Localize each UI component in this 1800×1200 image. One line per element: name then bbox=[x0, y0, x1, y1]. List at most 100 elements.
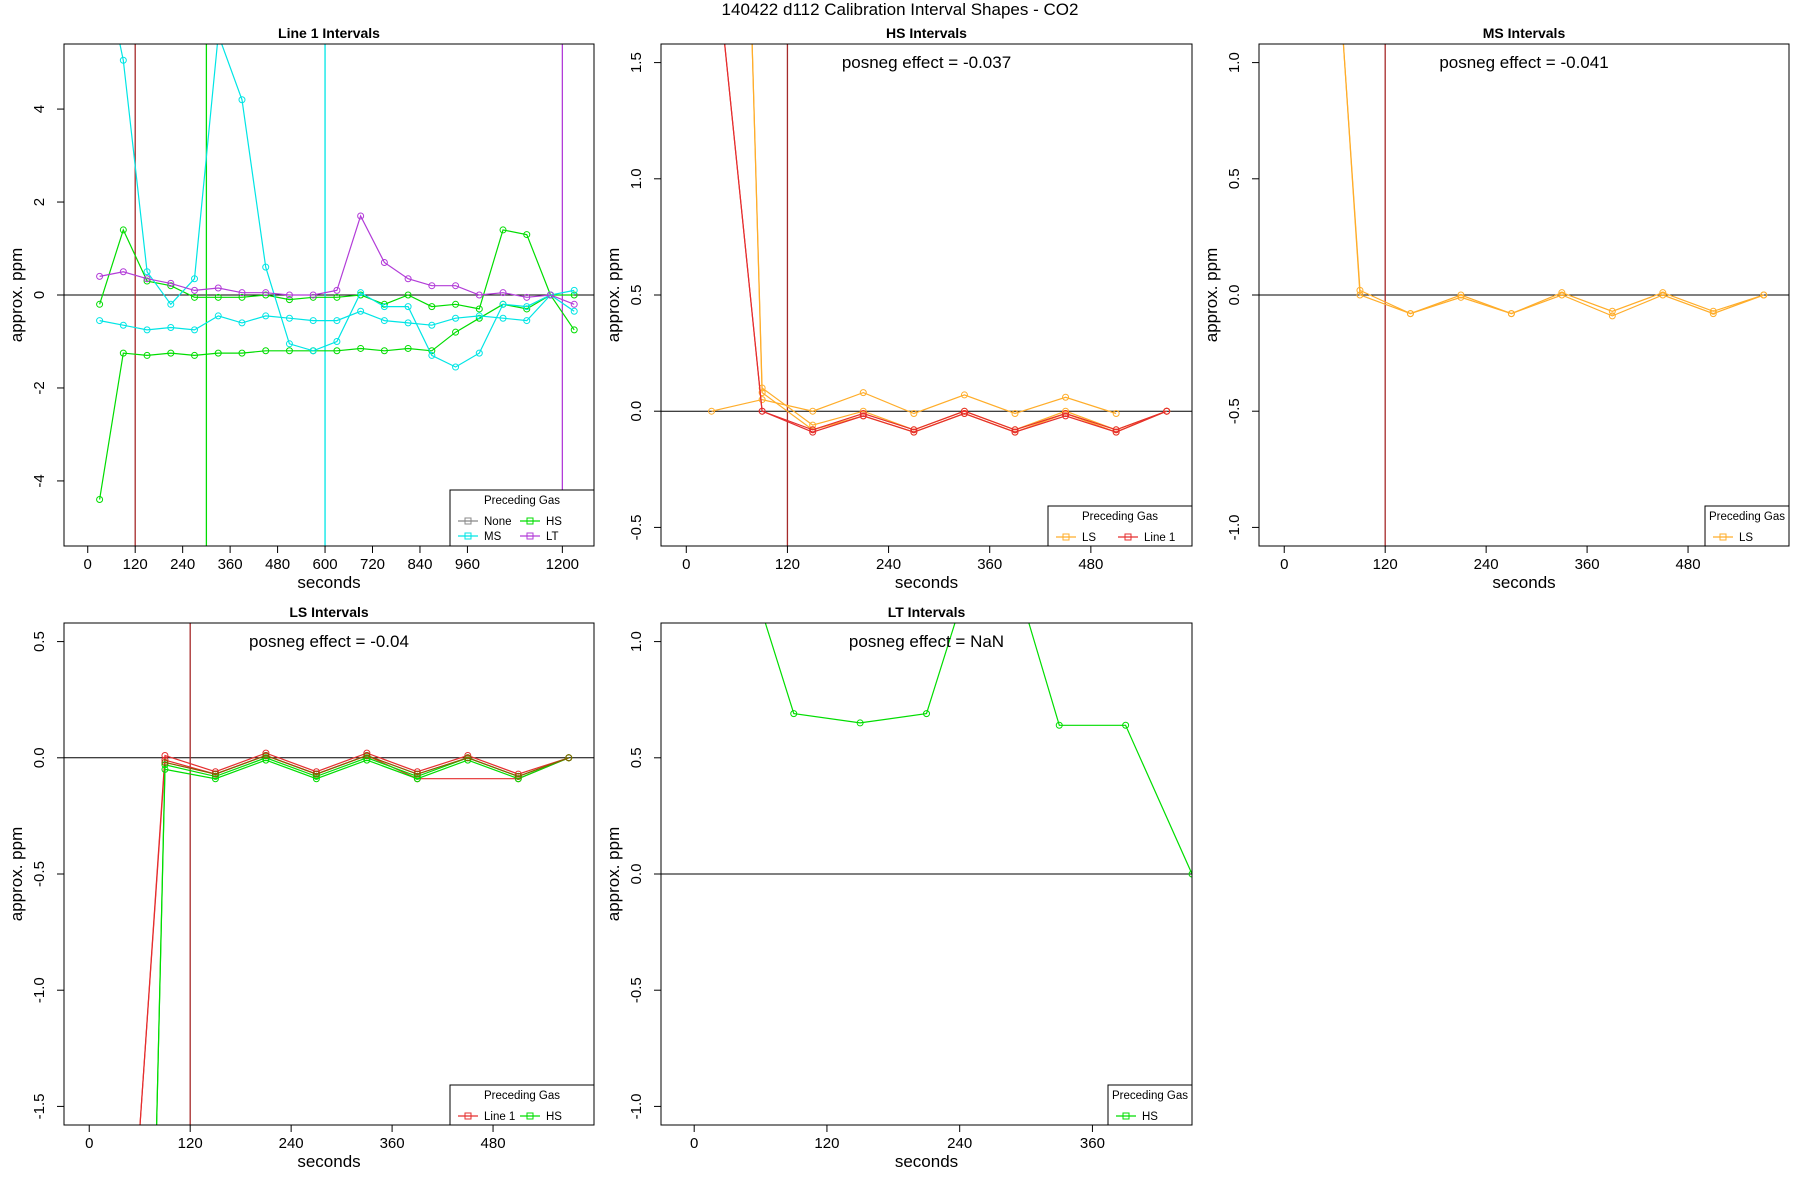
data-point bbox=[428, 347, 436, 355]
plot-area bbox=[1259, 36, 1789, 546]
x-tick-label: 120 bbox=[775, 556, 800, 573]
data-point bbox=[333, 347, 341, 355]
data-point bbox=[214, 312, 222, 320]
y-axis-label: approx. ppm bbox=[7, 827, 26, 922]
legend: Preceding Gas Line 1 HS bbox=[449, 1084, 595, 1126]
panel-ls: LS Intervals 0 120 240 360 480 seconds -1.5 -1.0… bbox=[7, 604, 595, 1171]
x-axis: 0 120 240 360 480 seconds bbox=[682, 545, 1103, 592]
data-point bbox=[211, 772, 219, 780]
data-point bbox=[211, 775, 219, 783]
data-point bbox=[1112, 428, 1120, 436]
x-tick-label: 360 bbox=[977, 556, 1002, 573]
data-point bbox=[404, 291, 412, 299]
data-point bbox=[285, 347, 293, 355]
series-line bbox=[751, 44, 1167, 433]
x-tick-label: 960 bbox=[455, 556, 480, 573]
data-point bbox=[363, 751, 371, 759]
y-tick-label: 0.0 bbox=[628, 401, 645, 422]
data-point bbox=[161, 761, 169, 769]
data-point bbox=[262, 263, 270, 271]
data-point bbox=[758, 389, 766, 397]
legend-box bbox=[449, 489, 595, 547]
legend-swatch-marker bbox=[464, 517, 472, 525]
data-point bbox=[1340, 36, 1346, 42]
x-axis: 0 120 240 360 480 seconds bbox=[1280, 545, 1701, 592]
data-point bbox=[499, 300, 507, 308]
series-line bbox=[164, 754, 570, 778]
legend-swatch-marker bbox=[526, 1112, 534, 1120]
data-point bbox=[570, 326, 578, 334]
series-line bbox=[1342, 44, 1764, 315]
x-tick-label: 120 bbox=[123, 556, 148, 573]
data-point bbox=[809, 426, 817, 434]
panel-ms: MS Intervals 0 120 240 360 480 seconds -1.0 -0.5… bbox=[1202, 25, 1790, 592]
data-point bbox=[238, 96, 246, 104]
data-point bbox=[413, 772, 421, 780]
data-point bbox=[119, 226, 127, 234]
data-point bbox=[1356, 291, 1364, 299]
panel-lt: LT Intervals 0 120 240 360 seconds -1.0 -0.5 0.0… bbox=[604, 604, 1193, 1171]
data-point bbox=[749, 36, 755, 42]
posneg-annotation: posneg effect = -0.04 bbox=[249, 632, 409, 651]
series-line bbox=[139, 754, 570, 1125]
data-point bbox=[960, 407, 968, 415]
data-point bbox=[1558, 291, 1566, 299]
y-tick-label: 0.5 bbox=[628, 747, 645, 768]
legend-title: Preceding Gas bbox=[1082, 511, 1158, 523]
data-point bbox=[1659, 291, 1667, 299]
data-point bbox=[1558, 289, 1566, 297]
data-point bbox=[167, 324, 175, 332]
panel-title: LT Intervals bbox=[888, 604, 966, 620]
data-point bbox=[96, 272, 104, 280]
x-tick-label: 1200 bbox=[546, 556, 579, 573]
data-point bbox=[1457, 293, 1465, 301]
series-line bbox=[119, 44, 575, 368]
x-axis: 0 120 240 360 480 600 720 840 960 1200 seconds bbox=[84, 545, 579, 592]
data-point bbox=[452, 314, 460, 322]
data-point bbox=[167, 279, 175, 287]
legend-swatch-marker bbox=[1719, 533, 1727, 541]
series-line bbox=[99, 228, 575, 310]
data-point bbox=[452, 282, 460, 290]
series-line bbox=[724, 44, 1167, 433]
data-point bbox=[499, 289, 507, 297]
data-point bbox=[1760, 291, 1768, 299]
data-point bbox=[119, 56, 127, 64]
x-axis-label: seconds bbox=[895, 1152, 958, 1171]
data-point bbox=[137, 1127, 143, 1133]
y-axis: -0.5 0.0 0.5 1.0 1.5 approx. ppm bbox=[604, 52, 662, 540]
data-point bbox=[475, 312, 483, 320]
y-tick-label: -0.5 bbox=[628, 514, 645, 540]
data-point bbox=[910, 426, 918, 434]
data-point bbox=[1163, 407, 1171, 415]
data-point bbox=[1608, 312, 1616, 320]
y-tick-label: -4 bbox=[31, 474, 48, 487]
data-point bbox=[161, 756, 169, 764]
data-point bbox=[262, 312, 270, 320]
data-point bbox=[452, 328, 460, 336]
data-point bbox=[1188, 870, 1192, 878]
data-point bbox=[96, 317, 104, 325]
y-axis: -1.5 -1.0 -0.5 0.0 0.5 approx. ppm bbox=[7, 631, 65, 1119]
data-point bbox=[1011, 410, 1019, 418]
data-point bbox=[161, 758, 169, 766]
data-point bbox=[546, 291, 554, 299]
data-point bbox=[285, 296, 293, 304]
data-point bbox=[413, 775, 421, 783]
y-tick-label: -0.5 bbox=[31, 861, 48, 887]
legend-entry: Line 1 bbox=[1144, 532, 1175, 544]
data-point bbox=[404, 319, 412, 327]
legend-swatch-marker bbox=[464, 532, 472, 540]
y-axis-label: approx. ppm bbox=[1202, 248, 1221, 343]
x-tick-label: 0 bbox=[682, 556, 690, 573]
data-point bbox=[1062, 407, 1070, 415]
data-point bbox=[523, 317, 531, 325]
data-point bbox=[312, 770, 320, 778]
data-point bbox=[452, 363, 460, 371]
data-point bbox=[1062, 412, 1070, 420]
series-line bbox=[711, 391, 1117, 415]
y-axis-label: approx. ppm bbox=[7, 248, 26, 343]
data-point bbox=[262, 751, 270, 759]
data-point bbox=[143, 351, 151, 359]
